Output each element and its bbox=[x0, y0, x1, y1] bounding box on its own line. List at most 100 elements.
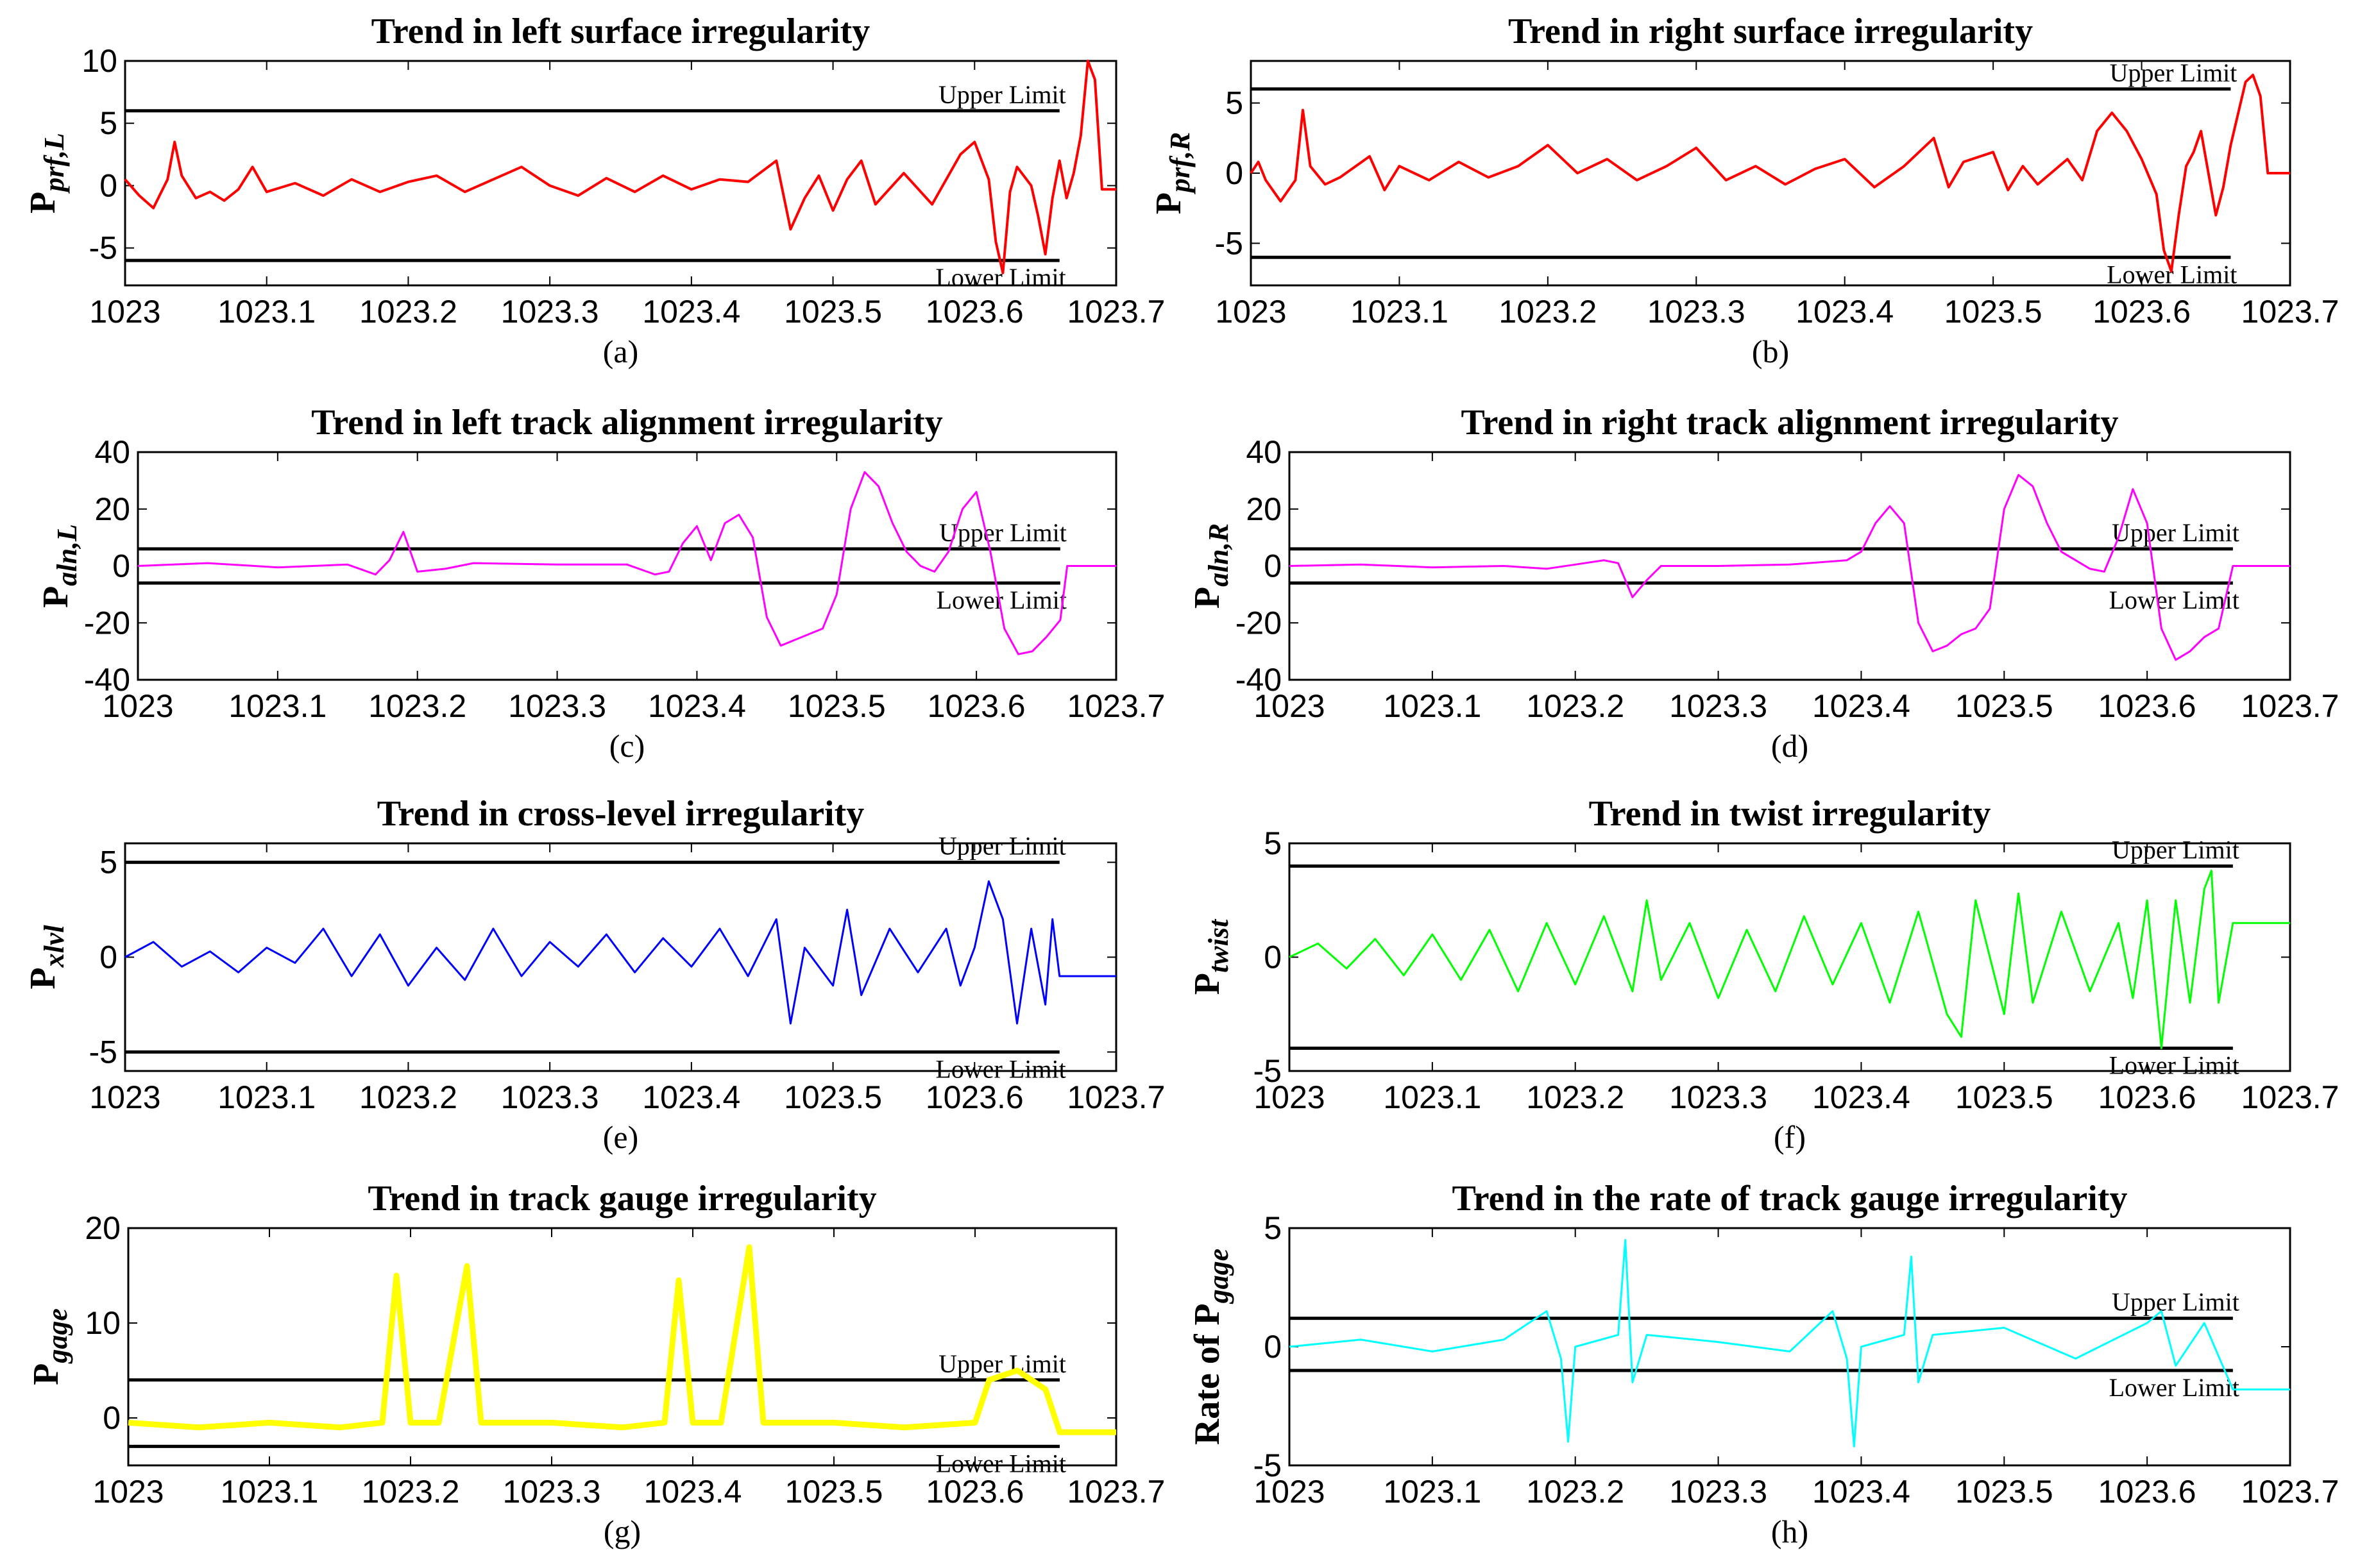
chart-title: Trend in left surface irregularity bbox=[371, 12, 870, 51]
chart-panel-e: Trend in cross-level irregularity 1023 102… bbox=[23, 794, 1165, 1155]
panel-caption: (g) bbox=[604, 1513, 641, 1549]
x-tick-label: 1023.1 bbox=[1350, 294, 1448, 330]
y-tick-label: 5 bbox=[1264, 825, 1282, 861]
y-axis-label-main: P bbox=[23, 967, 63, 989]
x-tick-label: 1023.7 bbox=[2241, 1079, 2339, 1115]
y-axis-label: Paln,L bbox=[36, 524, 83, 608]
y-axis-label: Pprf,R bbox=[1149, 132, 1196, 214]
x-tick-label: 1023.2 bbox=[362, 1474, 460, 1510]
axes-box bbox=[1288, 1227, 2291, 1467]
y-axis-label-subscript: aln,R bbox=[1203, 523, 1234, 587]
x-tick-label: 1023.7 bbox=[1067, 1079, 1166, 1115]
x-tick-label: 1023.4 bbox=[648, 688, 746, 724]
x-tick-label: 1023.4 bbox=[1812, 1079, 1910, 1115]
y-tick-label: -20 bbox=[1235, 605, 1282, 641]
x-tick-label: 1023.2 bbox=[1498, 294, 1597, 330]
y-tick-label: 0 bbox=[112, 548, 130, 584]
x-tick-label: 1023.7 bbox=[1067, 294, 1166, 330]
x-tick-label: 1023.7 bbox=[2241, 294, 2339, 330]
upper-limit-label: Upper Limit bbox=[939, 518, 1067, 547]
x-tick-label: 1023.5 bbox=[784, 1079, 882, 1115]
x-tick-label: 1023.4 bbox=[644, 1474, 742, 1510]
y-tick-label: 5 bbox=[99, 105, 117, 141]
series-line bbox=[124, 880, 1116, 1025]
x-tick-label: 1023 bbox=[1215, 294, 1286, 330]
lower-limit-label: Lower Limit bbox=[936, 1449, 1066, 1478]
x-tick-label: 1023.6 bbox=[926, 294, 1024, 330]
y-tick-label: 0 bbox=[1225, 155, 1243, 191]
x-tick-label: 1023.5 bbox=[1955, 688, 2053, 724]
series-line bbox=[1289, 870, 2290, 1049]
y-axis-label-main: P bbox=[1187, 587, 1227, 609]
x-tick-label: 1023.5 bbox=[788, 688, 886, 724]
upper-limit-label: Upper Limit bbox=[2112, 518, 2239, 547]
panel-caption: (d) bbox=[1771, 728, 1808, 764]
x-tick-label: 1023.5 bbox=[785, 1474, 883, 1510]
axes-box bbox=[1288, 451, 2291, 681]
lower-limit-label: Lower Limit bbox=[2109, 586, 2239, 614]
x-tick-label: 1023.1 bbox=[217, 294, 316, 330]
x-tick-label: 1023.1 bbox=[217, 1079, 316, 1115]
y-tick-label: 0 bbox=[99, 940, 117, 975]
x-tick-label: 1023.7 bbox=[1067, 1474, 1166, 1510]
y-axis-label: Pxlvl bbox=[23, 925, 70, 990]
axes-box bbox=[1250, 60, 2291, 287]
y-axis-label: Ptwist bbox=[1187, 918, 1234, 995]
y-axis-label-main: P bbox=[1187, 973, 1227, 995]
series-line bbox=[124, 60, 1116, 274]
lower-limit-label: Lower Limit bbox=[935, 1054, 1065, 1083]
x-tick-label: 1023.2 bbox=[359, 1079, 457, 1115]
x-tick-label: 1023 bbox=[1253, 1079, 1325, 1115]
y-tick-label: -5 bbox=[89, 1034, 117, 1070]
y-tick-label: 0 bbox=[99, 167, 117, 203]
x-tick-label: 1023 bbox=[1253, 688, 1325, 724]
upper-limit-label: Upper Limit bbox=[938, 80, 1066, 109]
upper-limit-label: Upper Limit bbox=[938, 832, 1066, 861]
chart-panel-b: Trend in right surface irregularity 1023 1… bbox=[1149, 12, 2339, 369]
y-axis-label: Rate of Pgage bbox=[1187, 1249, 1234, 1445]
y-axis-label: Pgage bbox=[26, 1308, 73, 1385]
y-axis-label-subscript: gage bbox=[42, 1308, 73, 1364]
y-axis-label-subscript: gage bbox=[1203, 1249, 1234, 1304]
chart-title: Trend in cross-level irregularity bbox=[377, 794, 865, 834]
axes-box bbox=[124, 842, 1117, 1072]
x-tick-label: 1023.3 bbox=[501, 1079, 599, 1115]
panel-caption: (f) bbox=[1774, 1119, 1806, 1155]
series-line bbox=[128, 1244, 1116, 1435]
y-axis-label: Paln,R bbox=[1187, 523, 1234, 609]
x-tick-label: 1023.4 bbox=[642, 1079, 740, 1115]
x-tick-label: 1023.5 bbox=[1944, 294, 2042, 330]
x-tick-label: 1023.4 bbox=[1795, 294, 1894, 330]
x-tick-label: 1023.3 bbox=[508, 688, 606, 724]
y-tick-label: 0 bbox=[103, 1400, 121, 1436]
series-line bbox=[1289, 474, 2290, 661]
x-tick-label: 1023.2 bbox=[1526, 688, 1624, 724]
x-tick-label: 1023.2 bbox=[368, 688, 466, 724]
x-tick-label: 1023.6 bbox=[2098, 1474, 2196, 1510]
chart-panel-f: Trend in twist irregularity 1023 1023.1 102… bbox=[1187, 794, 2339, 1155]
x-tick-label: 1023.2 bbox=[1526, 1474, 1624, 1510]
x-tick-label: 1023.4 bbox=[642, 294, 740, 330]
axes-box bbox=[124, 60, 1117, 287]
y-tick-label: 20 bbox=[94, 491, 130, 527]
x-tick-label: 1023.5 bbox=[784, 294, 882, 330]
y-axis-label-main: P bbox=[26, 1363, 66, 1385]
x-tick-label: 1023.2 bbox=[359, 294, 457, 330]
panel-caption: (b) bbox=[1752, 333, 1789, 369]
y-axis-label-main: P bbox=[36, 586, 76, 608]
panel-caption: (c) bbox=[609, 728, 645, 764]
x-tick-label: 1023.3 bbox=[501, 294, 599, 330]
y-tick-label: 5 bbox=[99, 845, 117, 881]
y-tick-label: 10 bbox=[81, 43, 117, 79]
y-axis-label-subscript: xlvl bbox=[38, 925, 70, 968]
y-tick-label: 10 bbox=[85, 1305, 121, 1341]
series-line bbox=[1250, 73, 2290, 273]
x-tick-label: 1023.5 bbox=[1955, 1079, 2053, 1115]
panel-caption: (h) bbox=[1771, 1513, 1808, 1549]
x-tick-label: 1023 bbox=[92, 1474, 164, 1510]
y-axis-label-main: Rate of P bbox=[1187, 1303, 1227, 1445]
x-tick-label: 1023.4 bbox=[1812, 1474, 1910, 1510]
y-tick-label: -5 bbox=[1253, 1447, 1282, 1483]
x-tick-label: 1023.1 bbox=[1383, 1079, 1481, 1115]
